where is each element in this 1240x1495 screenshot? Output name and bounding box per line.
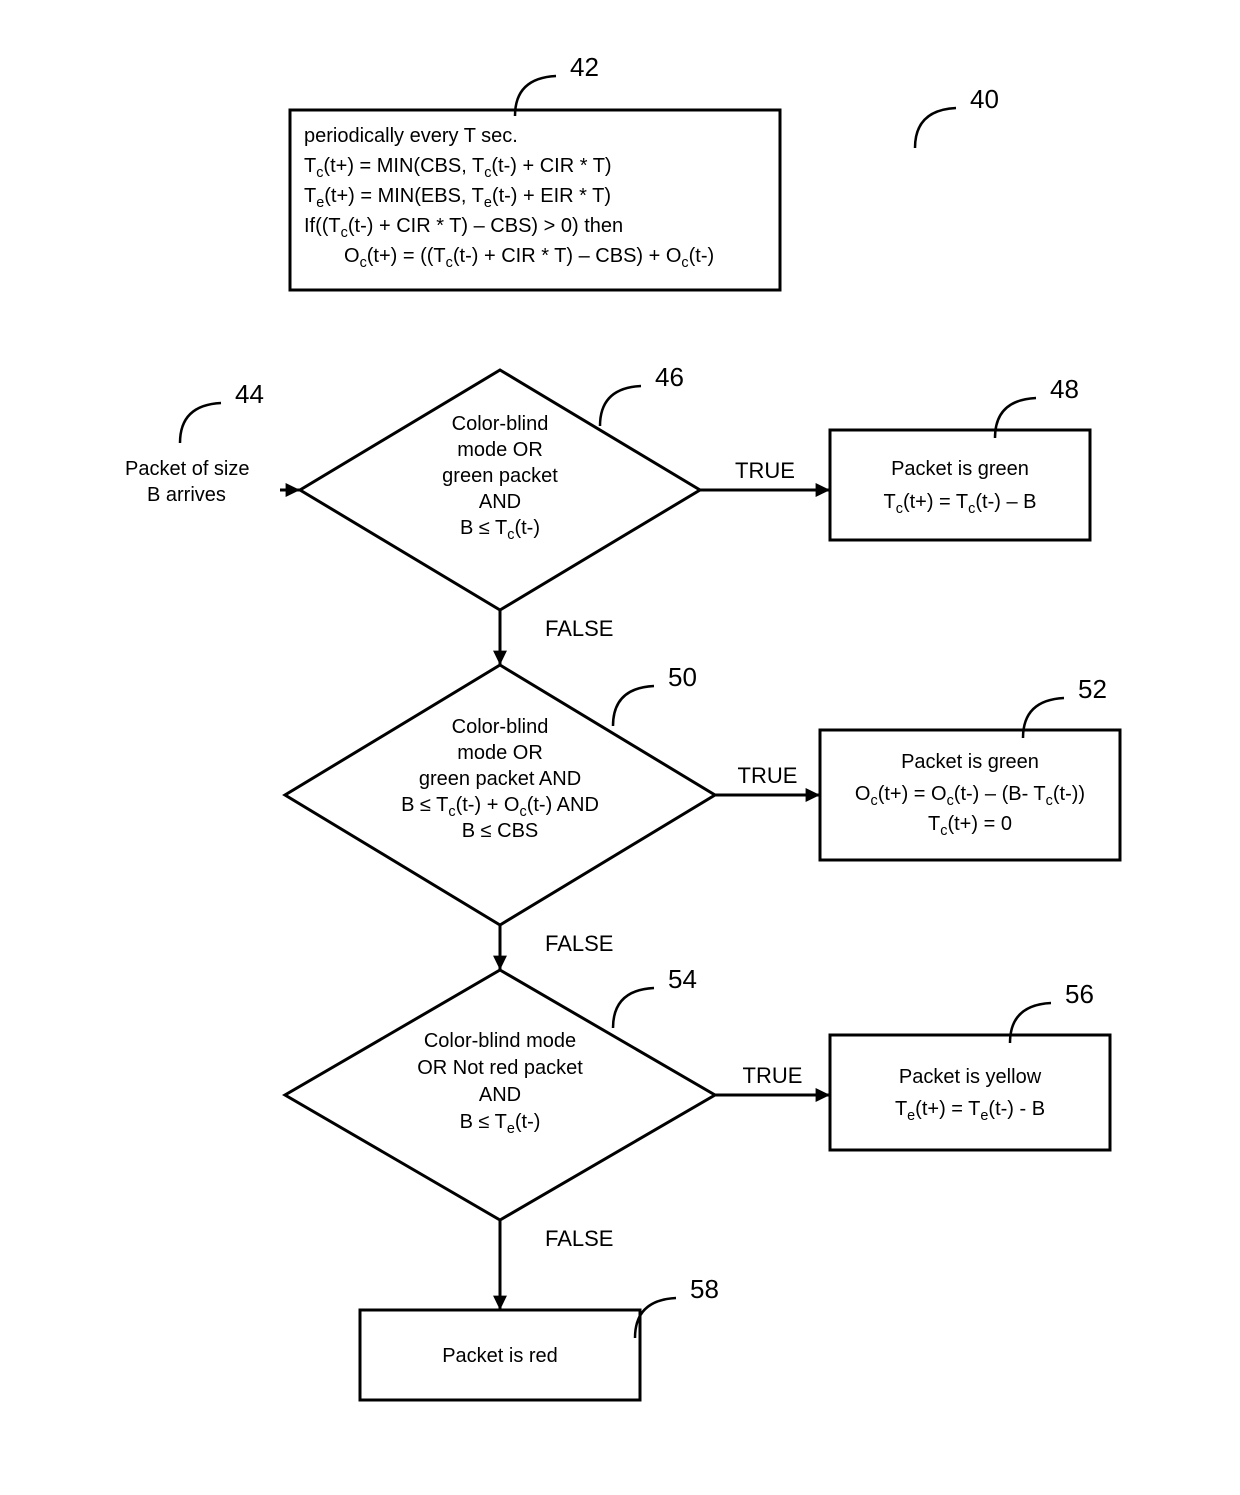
svg-text:Oc(t+) = Oc(t-) – (B- Tc(t-)): Oc(t+) = Oc(t-) – (B- Tc(t-)) bbox=[855, 783, 1085, 809]
svg-text:Color-blind mode: Color-blind mode bbox=[424, 1030, 576, 1052]
svg-text:Packet is red: Packet is red bbox=[442, 1345, 558, 1367]
svg-text:If((Tc(t-) + CIR * T) – CBS) >: If((Tc(t-) + CIR * T) – CBS) > 0) then bbox=[304, 215, 623, 241]
svg-text:Te(t+) = MIN(EBS, Te(t-) + EIR: Te(t+) = MIN(EBS, Te(t-) + EIR * T) bbox=[304, 185, 611, 211]
svg-text:52: 52 bbox=[1078, 674, 1107, 704]
svg-text:50: 50 bbox=[668, 662, 697, 692]
svg-text:mode OR: mode OR bbox=[457, 439, 543, 461]
svg-text:56: 56 bbox=[1065, 979, 1094, 1009]
svg-text:TRUE: TRUE bbox=[743, 1063, 803, 1088]
svg-text:B ≤ Tc(t-): B ≤ Tc(t-) bbox=[460, 517, 540, 543]
svg-text:Oc(t+) = ((Tc(t-) + CIR * T) –: Oc(t+) = ((Tc(t-) + CIR * T) – CBS) + Oc… bbox=[344, 245, 714, 271]
svg-text:Color-blind: Color-blind bbox=[452, 716, 549, 738]
svg-text:B ≤ Tc(t-) + Oc(t-) AND: B ≤ Tc(t-) + Oc(t-) AND bbox=[401, 794, 599, 820]
svg-text:B arrives: B arrives bbox=[147, 484, 226, 506]
svg-text:58: 58 bbox=[690, 1274, 719, 1304]
svg-text:Packet of size: Packet of size bbox=[125, 458, 250, 480]
svg-text:Tc(t+) = Tc(t-) – B: Tc(t+) = Tc(t-) – B bbox=[884, 491, 1037, 517]
svg-text:42: 42 bbox=[570, 52, 599, 82]
svg-text:Tc(t+) = MIN(CBS, Tc(t-) + CIR: Tc(t+) = MIN(CBS, Tc(t-) + CIR * T) bbox=[304, 155, 612, 181]
svg-text:46: 46 bbox=[655, 362, 684, 392]
svg-text:48: 48 bbox=[1050, 374, 1079, 404]
svg-text:B ≤ Te(t-): B ≤ Te(t-) bbox=[460, 1111, 541, 1137]
svg-text:Te(t+) = Te(t-) - B: Te(t+) = Te(t-) - B bbox=[895, 1098, 1045, 1124]
svg-text:FALSE: FALSE bbox=[545, 931, 613, 956]
svg-text:TRUE: TRUE bbox=[738, 763, 798, 788]
svg-text:periodically every T sec.: periodically every T sec. bbox=[304, 125, 518, 147]
svg-text:green packet AND: green packet AND bbox=[419, 768, 581, 790]
svg-text:TRUE: TRUE bbox=[735, 458, 795, 483]
svg-text:54: 54 bbox=[668, 964, 697, 994]
svg-text:Color-blind: Color-blind bbox=[452, 413, 549, 435]
svg-text:AND: AND bbox=[479, 1084, 521, 1106]
svg-text:Packet is green: Packet is green bbox=[891, 458, 1029, 480]
svg-text:Packet is yellow: Packet is yellow bbox=[899, 1066, 1042, 1088]
svg-text:44: 44 bbox=[235, 379, 264, 409]
svg-text:Tc(t+) = 0: Tc(t+) = 0 bbox=[928, 813, 1012, 839]
svg-text:green packet: green packet bbox=[442, 465, 558, 487]
svg-text:FALSE: FALSE bbox=[545, 616, 613, 641]
svg-text:FALSE: FALSE bbox=[545, 1226, 613, 1251]
svg-text:40: 40 bbox=[970, 84, 999, 114]
svg-text:OR Not red packet: OR Not red packet bbox=[417, 1057, 583, 1079]
svg-text:mode OR: mode OR bbox=[457, 742, 543, 764]
svg-text:AND: AND bbox=[479, 491, 521, 513]
svg-text:B ≤ CBS: B ≤ CBS bbox=[462, 820, 539, 842]
svg-text:Packet is green: Packet is green bbox=[901, 751, 1039, 773]
